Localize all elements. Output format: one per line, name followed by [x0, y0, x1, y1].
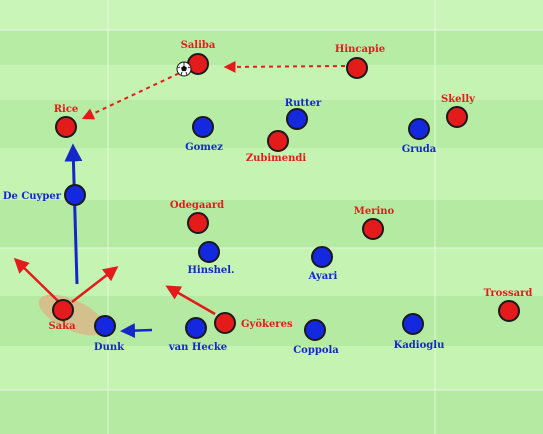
football-icon	[176, 61, 192, 77]
player-marker	[94, 315, 116, 337]
player-dunk: Dunk	[94, 315, 125, 353]
player-label: Gomez	[185, 142, 223, 153]
player-marker	[267, 130, 289, 152]
pass-hincapie-saliba	[223, 60, 346, 73]
player-marker	[187, 212, 209, 234]
player-label: Skelly	[441, 94, 476, 105]
player-label: Rutter	[285, 98, 322, 109]
player-label: Rice	[54, 104, 79, 115]
player-skelly: Skelly	[441, 94, 476, 128]
players-layer: Saliba Hincapie Rice Skelly Zubimendi Odegaar…	[3, 40, 533, 356]
player-label: Ayari	[308, 271, 338, 282]
saka-option-left	[13, 257, 59, 302]
player-label: De Cuyper	[3, 191, 62, 202]
player-marker	[192, 116, 214, 138]
pass-saliba-rice	[81, 69, 187, 120]
run-de-cuyper	[64, 143, 83, 285]
player-gomez: Gomez	[185, 116, 223, 153]
player-marker	[52, 299, 74, 321]
player-label: Saliba	[181, 40, 216, 51]
player-de-cuyper: De Cuyper	[3, 184, 86, 206]
player-label: Gyökeres	[241, 319, 293, 330]
player-rutter: Rutter	[285, 98, 322, 130]
player-marker	[55, 116, 77, 138]
player-trossard: Trossard	[484, 288, 533, 322]
player-marker	[311, 246, 333, 268]
player-odegaard: Odegaard	[170, 200, 224, 234]
player-label: van Hecke	[168, 342, 227, 353]
run-gyokeres	[165, 285, 216, 316]
player-coppola: Coppola	[293, 319, 339, 356]
player-label: Gruda	[402, 144, 437, 155]
player-marker	[286, 108, 308, 130]
player-marker	[214, 312, 236, 334]
player-marker	[446, 106, 468, 128]
player-label: Hincapie	[335, 44, 385, 55]
player-ayari: Ayari	[308, 246, 338, 282]
player-marker	[402, 313, 424, 335]
player-label: Trossard	[484, 288, 533, 299]
player-hinshel: Hinshel.	[187, 241, 235, 276]
player-label: Merino	[354, 206, 395, 217]
player-label: Zubimendi	[246, 153, 307, 164]
player-merino: Merino	[354, 206, 395, 240]
player-gyokeres: Gyökeres	[214, 312, 293, 334]
player-zubimendi: Zubimendi	[246, 130, 307, 164]
player-kadioglu: Kadioglu	[394, 313, 445, 351]
player-marker	[346, 57, 368, 79]
player-marker	[64, 184, 86, 206]
player-van-hecke: van Hecke	[168, 317, 227, 353]
player-gruda: Gruda	[402, 118, 437, 155]
player-label: Saka	[48, 321, 76, 332]
player-marker	[362, 218, 384, 240]
arrows	[13, 60, 346, 339]
player-marker	[185, 317, 207, 339]
player-label: Coppola	[293, 345, 339, 356]
player-marker	[408, 118, 430, 140]
player-label: Dunk	[94, 342, 125, 353]
press-dunk	[120, 323, 153, 339]
player-marker	[198, 241, 220, 263]
saka-option-right	[71, 266, 119, 303]
player-hincapie: Hincapie	[335, 44, 385, 79]
player-label: Odegaard	[170, 200, 224, 211]
player-marker	[304, 319, 326, 341]
player-marker	[498, 300, 520, 322]
player-rice: Rice	[54, 104, 79, 138]
player-saka: Saka	[48, 299, 76, 332]
player-label: Kadioglu	[394, 340, 445, 351]
player-label: Hinshel.	[187, 265, 234, 276]
